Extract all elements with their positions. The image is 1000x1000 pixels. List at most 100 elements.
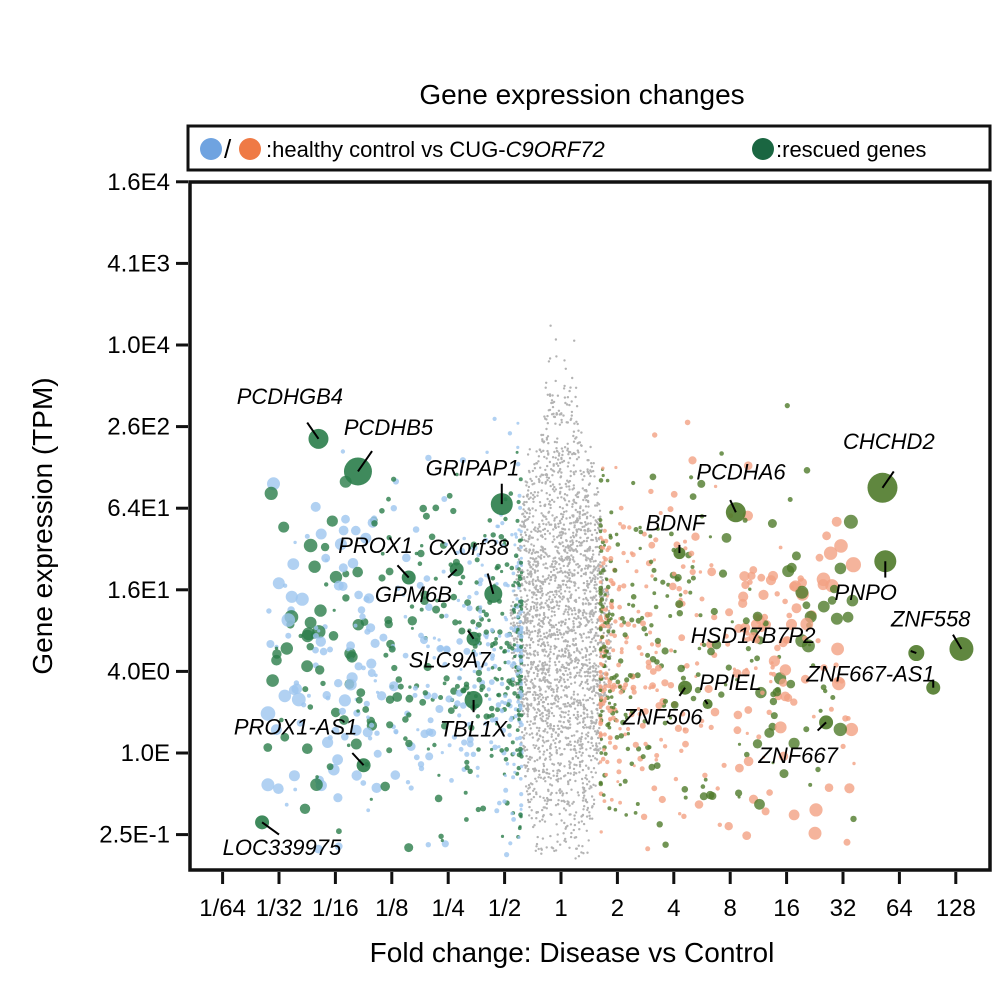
- point-down: [427, 717, 434, 724]
- point-nonsignificant: [581, 768, 585, 772]
- point-nonsignificant: [526, 517, 530, 521]
- point-nonsignificant: [590, 710, 593, 713]
- point-nonsignificant: [529, 496, 532, 499]
- point-nonsignificant: [593, 662, 596, 665]
- point-rescued: [615, 710, 619, 714]
- point-nonsignificant: [569, 596, 572, 600]
- point-nonsignificant: [564, 669, 567, 673]
- point-nonsignificant: [581, 759, 584, 763]
- point-nonsignificant: [546, 567, 549, 570]
- point-up: [667, 506, 674, 513]
- point-up: [671, 571, 677, 577]
- point-down: [460, 702, 467, 709]
- point-down: [518, 706, 523, 711]
- point-nonsignificant: [552, 535, 555, 538]
- point-nonsignificant: [541, 711, 544, 715]
- point-nonsignificant: [565, 661, 568, 664]
- point-down: [360, 532, 372, 544]
- point-nonsignificant: [541, 481, 544, 484]
- point-nonsignificant: [557, 458, 560, 461]
- point-down: [455, 550, 460, 555]
- point-up: [661, 679, 669, 687]
- point-nonsignificant: [558, 668, 562, 671]
- point-nonsignificant: [569, 474, 572, 478]
- point-nonsignificant: [569, 672, 572, 676]
- point-nonsignificant: [535, 817, 538, 820]
- point-down: [367, 669, 376, 677]
- point-rescued: [410, 626, 414, 630]
- point-nonsignificant: [588, 696, 592, 700]
- point-nonsignificant: [555, 774, 559, 778]
- legend-swatch-down: [200, 138, 222, 160]
- point-nonsignificant: [538, 795, 542, 798]
- point-rescued: [700, 784, 706, 789]
- point-nonsignificant: [526, 687, 530, 690]
- point-down: [459, 457, 466, 464]
- point-down: [260, 706, 276, 721]
- point-nonsignificant: [544, 468, 547, 472]
- point-up: [612, 582, 616, 586]
- point-nonsignificant: [560, 534, 563, 537]
- point-nonsignificant: [564, 532, 567, 535]
- point-down: [338, 707, 346, 715]
- point-rescued: [402, 716, 409, 723]
- point-nonsignificant: [514, 594, 517, 597]
- point-nonsignificant: [592, 565, 596, 568]
- point-down: [390, 505, 397, 512]
- point-rescued: [668, 716, 673, 720]
- legend-swatch-rescued: [752, 138, 774, 160]
- point-down: [478, 605, 483, 609]
- point-down: [519, 529, 523, 534]
- point-nonsignificant: [532, 768, 536, 771]
- point-nonsignificant: [564, 640, 567, 643]
- point-nonsignificant: [589, 474, 592, 478]
- point-nonsignificant: [575, 458, 579, 461]
- gene-label-znf506: ZNF506: [622, 704, 703, 729]
- point-nonsignificant: [584, 723, 587, 727]
- point-down: [403, 614, 408, 619]
- point-nonsignificant: [527, 485, 531, 489]
- point-nonsignificant: [554, 456, 557, 459]
- point-nonsignificant: [591, 697, 594, 701]
- point-nonsignificant: [548, 532, 552, 535]
- point-nonsignificant: [597, 693, 601, 696]
- point-nonsignificant: [581, 614, 585, 617]
- point-nonsignificant: [584, 521, 587, 524]
- point-rescued: [330, 707, 341, 718]
- point-rescued: [618, 658, 624, 664]
- point-nonsignificant: [593, 748, 596, 751]
- point-down: [353, 623, 358, 628]
- point-rescued: [694, 686, 702, 694]
- point-up: [619, 647, 624, 651]
- point-nonsignificant: [584, 799, 587, 803]
- point-rescued: [475, 621, 482, 628]
- point-nonsignificant: [573, 740, 577, 743]
- point-nonsignificant: [563, 800, 566, 803]
- point-nonsignificant: [587, 731, 590, 734]
- point-nonsignificant: [524, 533, 528, 537]
- point-nonsignificant: [546, 479, 549, 482]
- point-up: [743, 756, 754, 767]
- point-up: [599, 535, 603, 540]
- point-nonsignificant: [609, 646, 612, 649]
- point-down: [509, 626, 514, 631]
- point-nonsignificant: [546, 641, 549, 644]
- point-nonsignificant: [597, 563, 600, 566]
- point-up: [618, 521, 622, 526]
- point-up: [601, 538, 604, 542]
- point-nonsignificant: [594, 771, 597, 774]
- point-nonsignificant: [563, 446, 567, 449]
- point-up: [823, 546, 838, 560]
- point-nonsignificant: [529, 720, 532, 723]
- point-nonsignificant: [510, 604, 513, 608]
- point-nonsignificant: [515, 568, 518, 571]
- point-nonsignificant: [595, 748, 598, 752]
- point-rescued: [742, 517, 748, 523]
- point-nonsignificant: [589, 611, 592, 614]
- point-rescued: [610, 612, 615, 617]
- point-nonsignificant: [565, 510, 568, 513]
- point-nonsignificant: [545, 593, 548, 596]
- point-nonsignificant: [570, 554, 573, 557]
- point-up: [831, 516, 842, 527]
- point-nonsignificant: [528, 723, 531, 727]
